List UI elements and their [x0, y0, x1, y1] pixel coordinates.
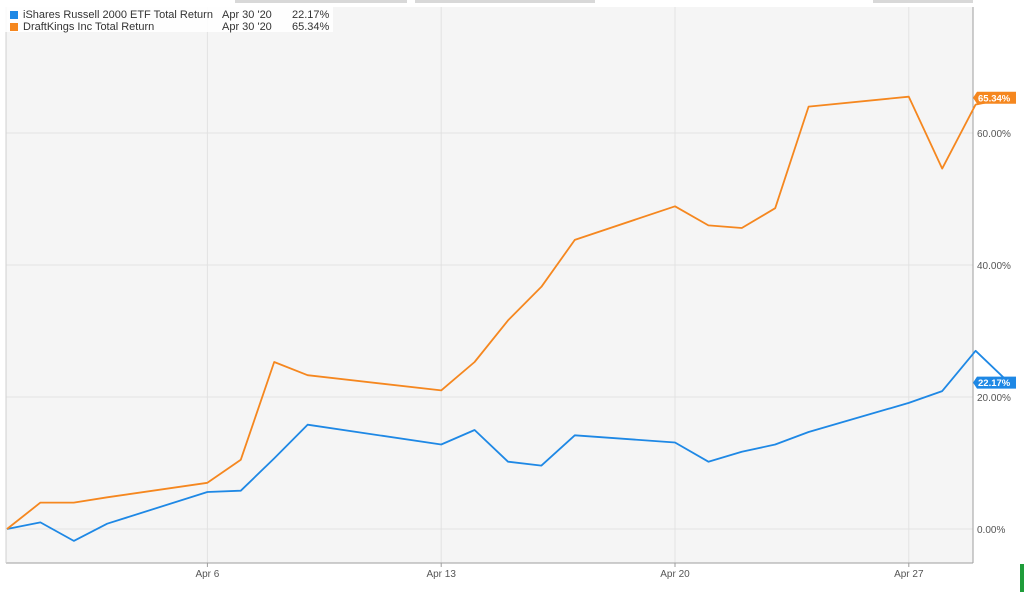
y-tick-label: 60.00%: [977, 129, 1011, 140]
x-tick-label: Apr 27: [894, 569, 924, 580]
x-axis-ticks: Apr 6 Apr 13 Apr 20 Apr 27: [195, 563, 924, 580]
end-label-russell: 22.17%: [973, 377, 1016, 390]
legend-value-draftkings: 65.34%: [292, 21, 329, 34]
plot-area-background: [6, 7, 973, 563]
feedback-tab[interactable]: [1020, 564, 1024, 592]
y-tick-label: 20.00%: [977, 393, 1011, 404]
y-axis-ticks: 0.00% 20.00% 40.00% 60.00%: [977, 129, 1011, 536]
legend-swatch-russell: [10, 11, 18, 19]
svg-text:22.17%: 22.17%: [978, 378, 1011, 389]
legend-name-draftkings: DraftKings Inc Total Return: [23, 21, 154, 34]
y-tick-label: 40.00%: [977, 261, 1011, 272]
end-label-draftkings: 65.34%: [973, 92, 1016, 105]
svg-text:65.34%: 65.34%: [978, 93, 1011, 104]
y-tick-label: 0.00%: [977, 525, 1005, 536]
legend-swatch-draftkings: [10, 23, 18, 31]
legend: iShares Russell 2000 ETF Total Return Ap…: [3, 6, 333, 32]
x-tick-label: Apr 20: [660, 569, 690, 580]
x-tick-label: Apr 13: [426, 569, 456, 580]
x-tick-label: Apr 6: [195, 569, 219, 580]
legend-date-draftkings: Apr 30 '20: [222, 21, 272, 34]
